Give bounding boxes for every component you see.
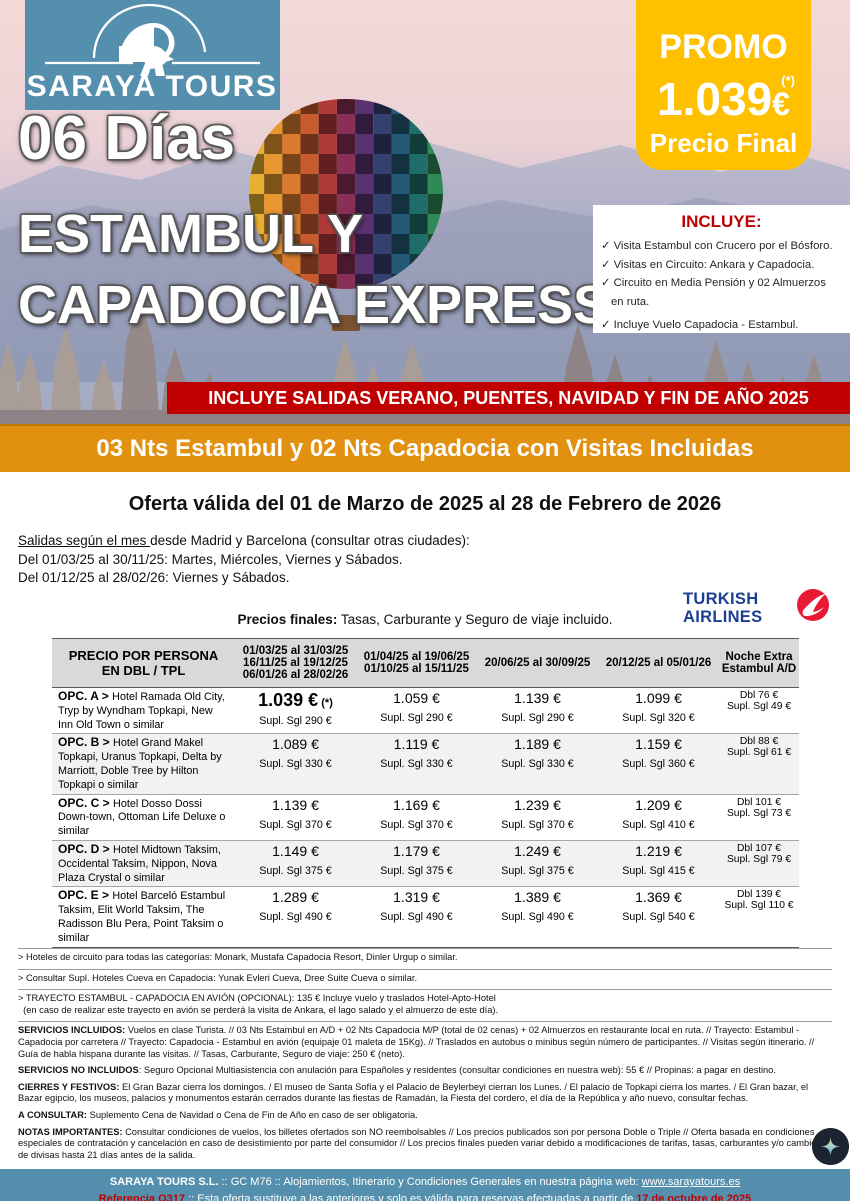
svg-text:AIRLINES: AIRLINES	[683, 608, 762, 625]
svg-text:SARAYA TOURS: SARAYA TOURS	[27, 70, 278, 103]
svg-text:TURKISH: TURKISH	[683, 590, 758, 608]
